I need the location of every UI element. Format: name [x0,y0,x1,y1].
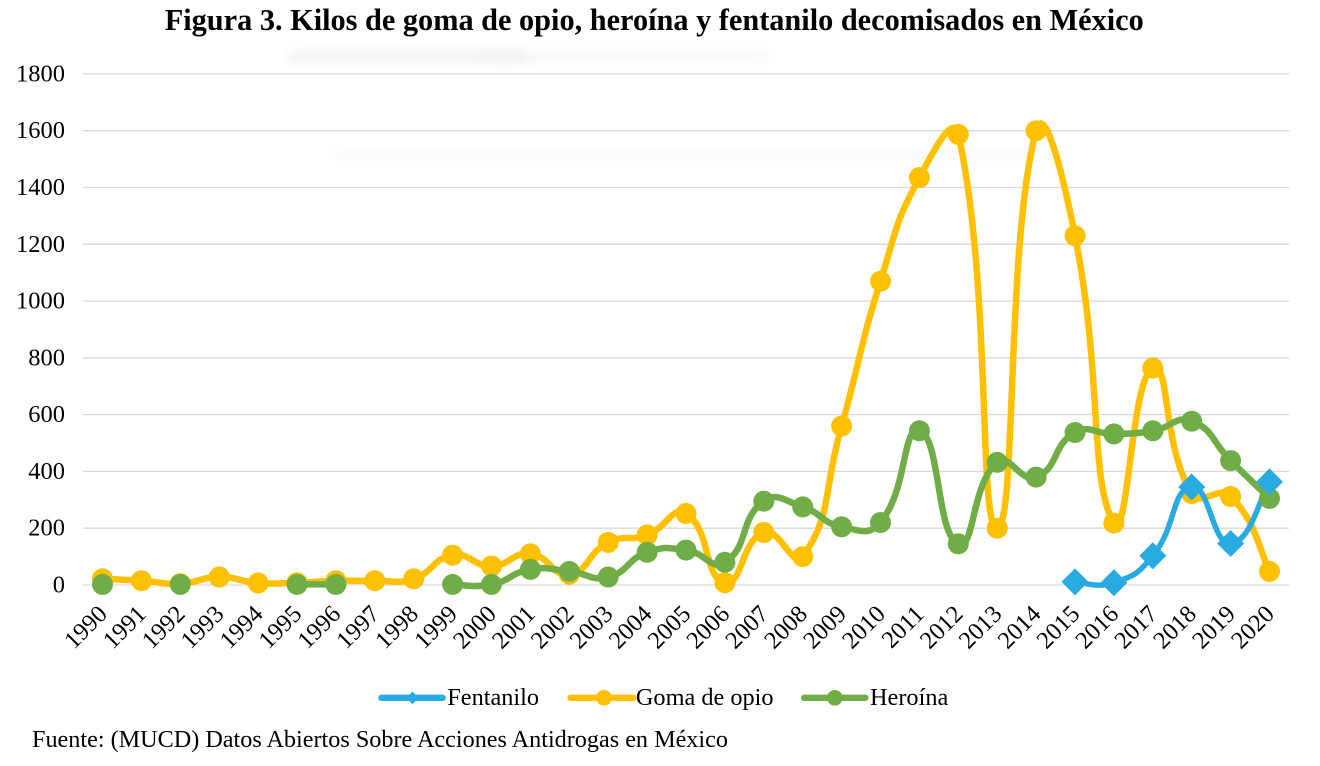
svg-text:1200: 1200 [16,231,65,258]
svg-text:1400: 1400 [16,174,65,201]
svg-text:Fentanilo: Fentanilo [447,684,539,711]
svg-text:200: 200 [28,515,65,542]
svg-text:600: 600 [28,401,65,428]
svg-text:Goma de opio: Goma de opio [636,684,774,711]
svg-text:Heroína: Heroína [870,684,948,711]
svg-text:2020: 2020 [1226,601,1280,655]
svg-text:0: 0 [53,572,65,599]
svg-text:1000: 1000 [16,288,65,315]
svg-text:800: 800 [28,344,65,371]
svg-text:1800: 1800 [16,60,65,87]
svg-text:1600: 1600 [16,117,65,144]
svg-text:400: 400 [28,458,65,485]
